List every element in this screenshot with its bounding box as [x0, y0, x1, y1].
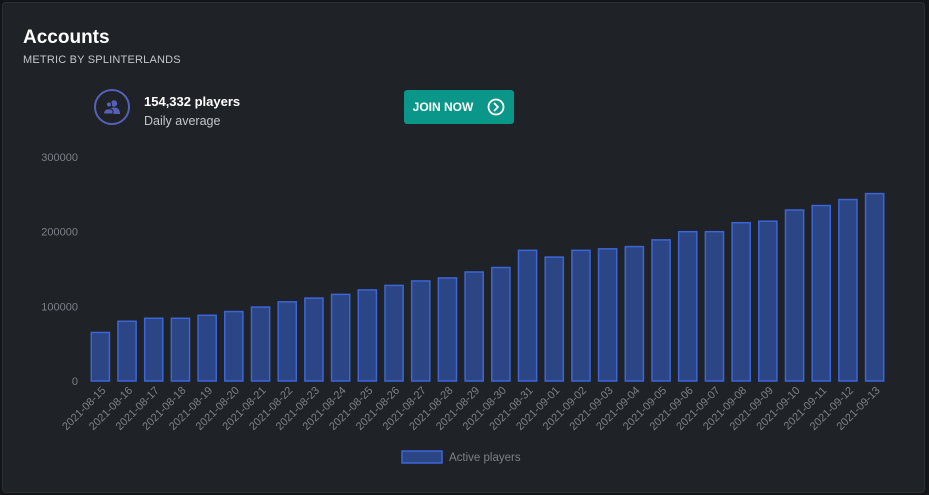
bar [437, 277, 458, 382]
bar [704, 230, 725, 382]
bar [758, 220, 778, 382]
join-now-button[interactable]: JOIN NOW [404, 90, 514, 124]
bar [544, 256, 565, 382]
bar [624, 245, 645, 382]
y-tick-label: 0 [72, 376, 78, 388]
bar [117, 320, 137, 382]
bar [250, 306, 271, 382]
join-now-label: JOIN NOW [412, 100, 474, 114]
bar [304, 297, 324, 382]
bar [784, 209, 805, 382]
legend-label: Active players [449, 452, 521, 464]
bar [143, 317, 164, 382]
card-subtitle: METRIC BY SPLINTERLANDS [23, 54, 181, 66]
y-tick-label: 100000 [41, 301, 78, 313]
bar [90, 331, 111, 382]
y-tick-label: 300000 [41, 152, 78, 164]
bar [597, 248, 618, 382]
bar [170, 317, 191, 382]
bar [838, 198, 858, 382]
card-title: Accounts [23, 27, 110, 48]
bar [410, 280, 431, 382]
bar [677, 230, 698, 382]
users-icon [94, 89, 130, 125]
bar [811, 204, 832, 382]
bar [864, 192, 885, 382]
bar [277, 301, 298, 382]
bar [731, 221, 751, 382]
bar [384, 284, 404, 382]
legend-swatch [401, 450, 443, 464]
bar [197, 314, 217, 382]
bar [571, 249, 591, 382]
y-tick-label: 200000 [41, 227, 78, 239]
bar [224, 310, 244, 382]
stat-value: 154,332 players [144, 94, 241, 109]
bar [464, 271, 484, 382]
bar [330, 293, 351, 382]
bar [517, 249, 538, 382]
stat-label: Daily average [144, 114, 221, 128]
bar [357, 289, 378, 382]
bar [491, 266, 511, 382]
bar [651, 239, 671, 382]
chevron-right-circle-icon [487, 98, 505, 116]
